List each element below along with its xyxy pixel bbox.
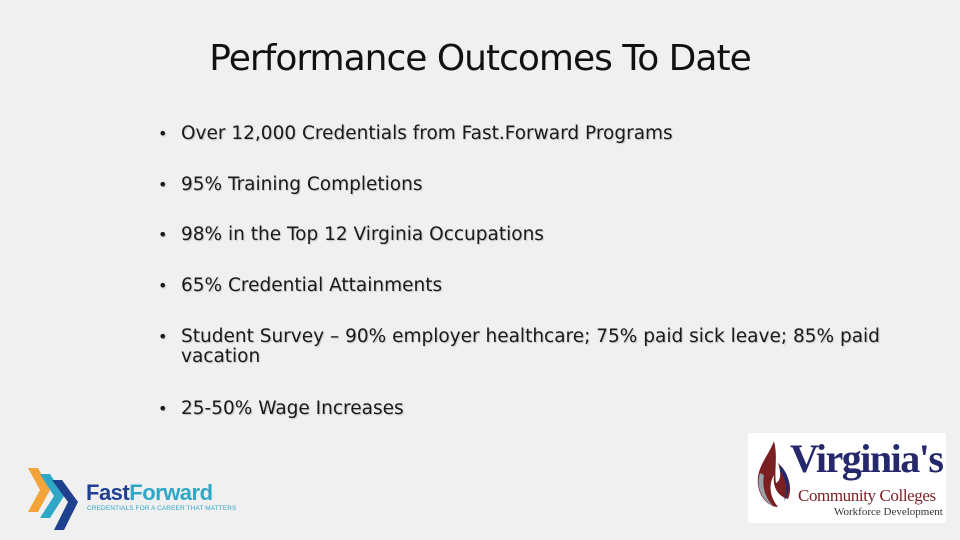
bullet-text: 65% Credential Attainments (181, 275, 443, 296)
fastforward-wordmark: FastForward (86, 480, 213, 506)
vccs-division: Workforce Development (834, 506, 943, 518)
bullet-item: • Student Survey – 90% employer healthca… (158, 327, 881, 367)
bullet-icon: • (158, 225, 168, 244)
vccs-flame-icon (757, 441, 791, 507)
bullet-icon: • (158, 276, 168, 295)
bullet-item: • Over 12,000 Credentials from Fast.Forw… (158, 124, 673, 144)
bullet-item: • 65% Credential Attainments (158, 276, 442, 296)
vccs-logo: Virginia's Community Colleges Workforce … (748, 433, 946, 523)
bullet-icon: • (158, 399, 168, 418)
bullet-text: 25-50% Wage Increases (181, 398, 404, 419)
vccs-wordmark: Virginia's (790, 436, 944, 481)
bullet-text: 95% Training Completions (181, 174, 423, 195)
fastforward-arrows-icon (28, 468, 78, 530)
bullet-icon: • (158, 327, 168, 346)
fastforward-tagline: CREDENTIALS FOR A CAREER THAT MATTERS (87, 505, 237, 512)
bullet-icon: • (158, 175, 168, 194)
bullet-item: • 95% Training Completions (158, 175, 422, 195)
bullet-item: • 25-50% Wage Increases (158, 399, 404, 419)
fastforward-logo: FastForward CREDENTIALS FOR A CAREER THA… (24, 460, 236, 532)
slide-title: Performance Outcomes To Date (209, 38, 751, 79)
bullet-icon: • (158, 124, 168, 143)
bullet-text: Over 12,000 Credentials from Fast.Forwar… (181, 123, 673, 144)
fastforward-name-part1: Fast (86, 480, 130, 505)
bullet-text: Student Survey – 90% employer healthcare… (181, 326, 880, 367)
vccs-subtitle: Community Colleges (798, 486, 936, 505)
bullet-item: • 98% in the Top 12 Virginia Occupations (158, 225, 544, 245)
bullet-text: 98% in the Top 12 Virginia Occupations (181, 224, 544, 245)
fastforward-name-part2: Forward (129, 480, 213, 505)
